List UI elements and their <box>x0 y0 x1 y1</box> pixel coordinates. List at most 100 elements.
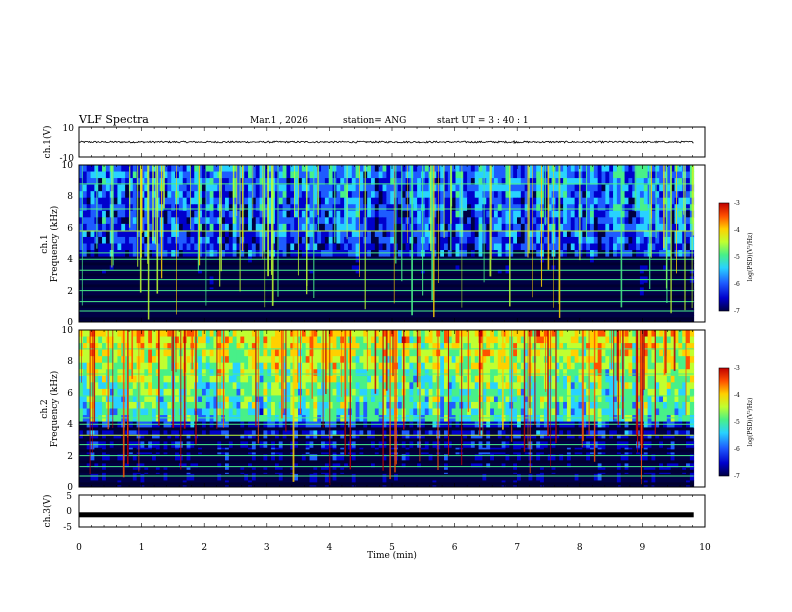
spectrogram-cell <box>213 250 218 257</box>
spectrogram-cell <box>659 336 664 344</box>
spectrogram-cell <box>132 165 138 172</box>
spectrogram-cell <box>198 165 203 172</box>
spectrogram-cell <box>478 250 483 257</box>
spectrogram-cell <box>628 171 633 179</box>
spectrogram-cell <box>540 165 545 172</box>
spectrogram-cell <box>513 191 518 199</box>
spectrogram-cell <box>98 236 103 244</box>
spectrogram-cell <box>559 336 564 344</box>
spectrogram-cell <box>117 308 122 316</box>
spectrogram-cell <box>274 210 280 218</box>
spectrogram-cell <box>340 263 345 271</box>
spectrogram-cell <box>593 171 599 179</box>
spectrogram-cell <box>624 250 629 257</box>
spectrogram-cell <box>566 204 572 212</box>
spectrogram-cell <box>259 336 264 344</box>
spectrogram-cell <box>639 210 645 218</box>
spectrogram-cell <box>463 178 468 186</box>
spectrogram-cell <box>232 217 237 225</box>
spectrogram-cell <box>390 289 395 297</box>
spectrogram-cell <box>94 250 99 257</box>
spectrogram-cell <box>424 204 430 212</box>
spectrogram-cell <box>225 263 230 271</box>
spectrogram-cell <box>167 171 172 179</box>
spectrogram-cell <box>305 191 310 199</box>
spectrogram-cell <box>182 178 187 186</box>
spectrogram-cell <box>547 256 552 264</box>
spectrogram-cell <box>98 223 103 231</box>
spectrogram-cell <box>490 250 495 257</box>
dark-band <box>79 295 694 299</box>
spectrogram-cell <box>497 165 503 172</box>
spectrogram-cell <box>317 197 322 205</box>
spectrogram-cell <box>159 308 164 316</box>
spectrogram-cell <box>359 289 364 297</box>
spectrogram-cell <box>240 308 245 316</box>
spectrogram-cell <box>586 197 591 205</box>
ch1-spectrogram-ylabel-channel: ch.1 <box>40 234 50 253</box>
spectrogram-cell <box>536 223 541 231</box>
spectrogram-cell <box>274 308 280 316</box>
spectrogram-cell <box>351 165 357 172</box>
spectrogram-cell <box>117 343 122 351</box>
spectrogram-cell <box>524 230 529 238</box>
spectrogram-cell <box>90 210 95 218</box>
spectrogram-cell <box>236 263 241 271</box>
spectrogram-cell <box>517 243 522 251</box>
spectrogram-cell <box>240 343 245 351</box>
spectrogram-cell <box>163 217 168 225</box>
spectrogram-cell <box>148 343 153 351</box>
spectrogram-cell <box>670 184 675 192</box>
spectrogram-cell <box>655 349 660 357</box>
spectrogram-cell <box>286 236 291 244</box>
spectrogram-cell <box>198 308 203 316</box>
spectrogram-cell <box>355 197 360 205</box>
spectrogram-cell <box>493 184 499 192</box>
spectrogram-cell <box>190 191 195 199</box>
spectrogram-cell <box>532 243 537 251</box>
spectrogram-cell <box>401 171 406 179</box>
spectrogram-cell <box>194 210 199 218</box>
spectrogram-cell <box>563 236 568 244</box>
spectrogram-cell <box>551 210 556 218</box>
spectrogram-cell <box>267 330 272 337</box>
spectrogram-cell <box>624 308 629 316</box>
spectrogram-cell <box>324 217 330 225</box>
spectrogram-cell <box>102 289 107 297</box>
spectrogram-cell <box>578 289 583 297</box>
spectrogram-cell <box>178 269 184 277</box>
spectrogram-cell <box>513 197 518 205</box>
spectrogram-cell <box>486 204 491 212</box>
spectrogram-cell <box>463 269 468 277</box>
spectrogram-cell <box>632 269 637 277</box>
spectrogram-cell <box>613 349 618 357</box>
spectrogram-cell <box>444 349 449 357</box>
spectrogram-cell <box>686 210 691 218</box>
spectrogram-cell <box>609 250 614 257</box>
spectrogram-cell <box>255 256 260 264</box>
spectrogram-cell <box>159 336 164 344</box>
spectrogram-cell <box>440 295 445 303</box>
spectrogram-cell <box>420 349 426 357</box>
spectrogram-cell <box>543 263 549 271</box>
spectrogram-cell <box>309 256 314 264</box>
spectrogram-cell <box>132 256 138 264</box>
spectrogram-cell <box>236 191 241 199</box>
spectrogram-cell <box>428 356 433 364</box>
spectrogram-cell <box>670 356 675 364</box>
spectrogram-cell <box>574 178 579 186</box>
spectrogram-cell <box>639 250 645 257</box>
spectrogram-cell <box>390 191 395 199</box>
spectrogram-cell <box>513 349 518 357</box>
spectrogram-cell <box>152 223 157 231</box>
spectrogram-cell <box>140 349 145 357</box>
spectrogram-cell <box>493 269 499 277</box>
spectrogram-cell <box>178 197 184 205</box>
spectrogram-cell <box>517 308 522 316</box>
spectrogram-cell <box>405 171 410 179</box>
spectrogram-cell <box>390 223 395 231</box>
spectrogram-cell <box>236 356 241 364</box>
spectrogram-cell <box>659 289 664 297</box>
spectrogram-cell <box>586 349 591 357</box>
spectrogram-cell <box>532 165 537 172</box>
